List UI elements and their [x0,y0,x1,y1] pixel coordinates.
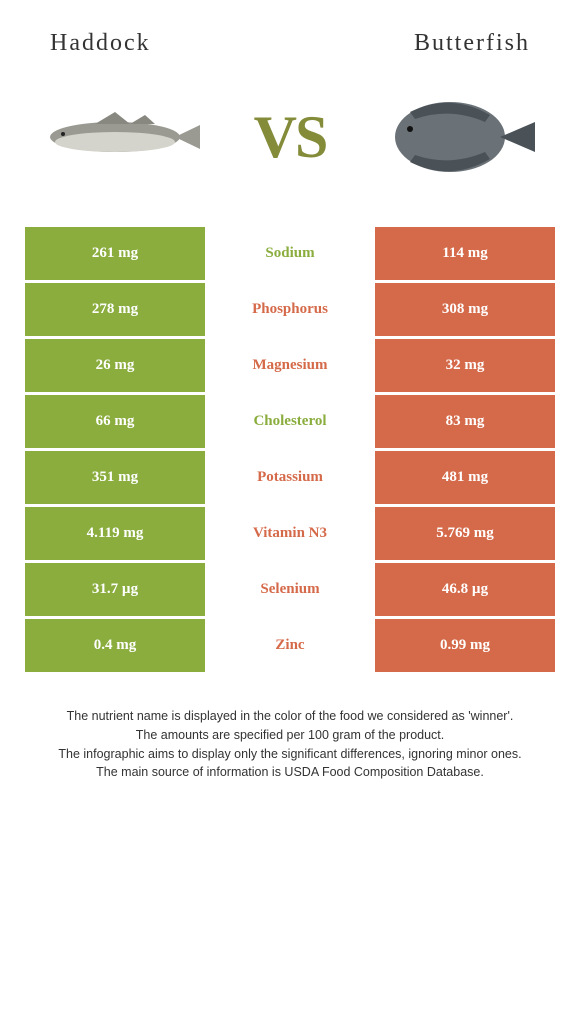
nutrient-label: Vitamin N3 [205,507,375,560]
value-left: 66 mg [25,395,205,448]
nutrient-label: Sodium [205,227,375,280]
title-right: Butterfish [414,30,530,57]
footer-line: The infographic aims to display only the… [25,745,555,764]
haddock-image [30,77,210,197]
vs-label: VS [254,103,327,172]
value-left: 351 mg [25,451,205,504]
nutrient-label: Phosphorus [205,283,375,336]
value-right: 32 mg [375,339,555,392]
butterfish-image [370,77,550,197]
table-row: 351 mgPotassium481 mg [25,451,555,504]
table-row: 261 mgSodium114 mg [25,227,555,280]
header: Haddock Butterfish [0,0,580,67]
table-row: 66 mgCholesterol83 mg [25,395,555,448]
nutrient-label: Magnesium [205,339,375,392]
nutrient-label: Selenium [205,563,375,616]
value-right: 5.769 mg [375,507,555,560]
value-right: 46.8 µg [375,563,555,616]
nutrient-label: Potassium [205,451,375,504]
table-row: 31.7 µgSelenium46.8 µg [25,563,555,616]
value-left: 26 mg [25,339,205,392]
value-left: 0.4 mg [25,619,205,672]
value-left: 278 mg [25,283,205,336]
value-right: 481 mg [375,451,555,504]
footer-line: The nutrient name is displayed in the co… [25,707,555,726]
value-left: 31.7 µg [25,563,205,616]
table-row: 0.4 mgZinc0.99 mg [25,619,555,672]
value-right: 114 mg [375,227,555,280]
footer-notes: The nutrient name is displayed in the co… [25,707,555,782]
value-right: 83 mg [375,395,555,448]
nutrient-label: Cholesterol [205,395,375,448]
value-right: 0.99 mg [375,619,555,672]
footer-line: The amounts are specified per 100 gram o… [25,726,555,745]
comparison-table: 261 mgSodium114 mg278 mgPhosphorus308 mg… [25,227,555,672]
table-row: 26 mgMagnesium32 mg [25,339,555,392]
value-right: 308 mg [375,283,555,336]
footer-line: The main source of information is USDA F… [25,763,555,782]
value-left: 261 mg [25,227,205,280]
nutrient-label: Zinc [205,619,375,672]
table-row: 4.119 mgVitamin N35.769 mg [25,507,555,560]
table-row: 278 mgPhosphorus308 mg [25,283,555,336]
value-left: 4.119 mg [25,507,205,560]
images-row: VS [0,67,580,227]
title-left: Haddock [50,30,151,57]
